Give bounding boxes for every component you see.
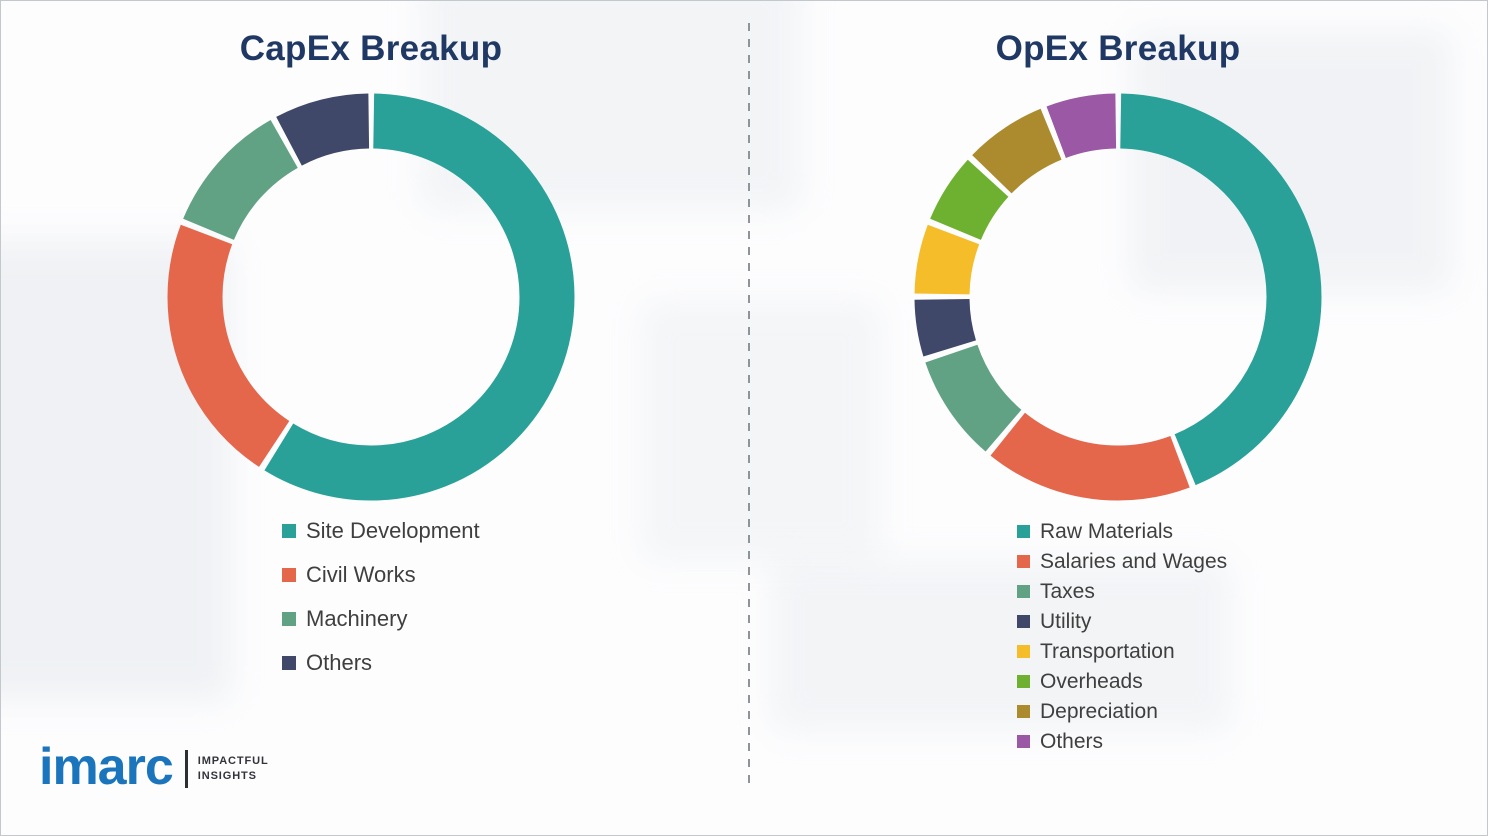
legend-item: Others: [1017, 726, 1227, 756]
imarc-logo-tagline: IMPACTFUL INSIGHTS: [198, 754, 269, 784]
legend-item: Raw Materials: [1017, 516, 1227, 546]
legend-label: Overheads: [1040, 669, 1143, 693]
panel-divider: [748, 23, 750, 791]
legend-label: Taxes: [1040, 579, 1095, 603]
background-watermark: [641, 301, 881, 561]
legend-label: Utility: [1040, 609, 1092, 633]
legend-item: Transportation: [1017, 636, 1227, 666]
legend-swatch: [1017, 614, 1030, 628]
legend-swatch: [1017, 704, 1030, 718]
opex-donut-chart: [914, 93, 1322, 501]
legend-swatch: [282, 612, 296, 626]
legend-label: Salaries and Wages: [1040, 549, 1228, 573]
donut-segment-salaries-and-wages: [914, 93, 1322, 501]
legend-label: Transportation: [1040, 639, 1175, 663]
legend-item: Depreciation: [1017, 696, 1227, 726]
legend-swatch: [1017, 584, 1030, 598]
legend-swatch: [1017, 554, 1030, 568]
opex-title: OpEx Breakup: [995, 29, 1241, 68]
donut-segment-civil-works: [167, 93, 575, 501]
legend-item: Civil Works: [282, 553, 480, 597]
imarc-tagline-line2: INSIGHTS: [197, 770, 257, 782]
imarc-logo-text: imarc: [39, 738, 174, 796]
capex-legend: Site Development Civil Works Machinery Othe…: [282, 509, 480, 685]
legend-item: Salaries and Wages: [1017, 546, 1227, 576]
legend-item: Overheads: [1017, 666, 1227, 696]
legend-swatch: [1017, 734, 1030, 748]
legend-item: Machinery: [282, 597, 480, 641]
donut-segment-site-development: [167, 93, 575, 501]
legend-label: Site Development: [306, 518, 480, 543]
legend-swatch: [282, 568, 296, 582]
capex-title: CapEx Breakup: [239, 29, 503, 68]
legend-swatch: [1017, 674, 1030, 688]
legend-item: Others: [282, 641, 480, 685]
legend-label: Civil Works: [306, 562, 416, 587]
imarc-logo: imarc IMPACTFUL INSIGHTS: [39, 741, 269, 793]
legend-label: Machinery: [306, 606, 408, 631]
legend-label: Others: [1040, 729, 1104, 753]
legend-label: Raw Materials: [1040, 519, 1174, 543]
legend-swatch: [1017, 644, 1030, 658]
legend-swatch: [1017, 524, 1030, 538]
donut-segment-raw-materials: [914, 93, 1322, 501]
legend-label: Others: [306, 650, 373, 675]
imarc-tagline-line1: IMPACTFUL: [197, 755, 269, 768]
legend-swatch: [282, 656, 296, 670]
imarc-logo-divider: [184, 750, 188, 788]
capex-donut-chart: [167, 93, 575, 501]
background-watermark: [771, 561, 1231, 731]
legend-swatch: [282, 524, 296, 538]
legend-item: Taxes: [1017, 576, 1227, 606]
opex-legend: Raw Materials Salaries and Wages Taxes Util…: [1017, 516, 1227, 756]
legend-item: Utility: [1017, 606, 1227, 636]
legend-item: Site Development: [282, 509, 480, 553]
legend-label: Depreciation: [1040, 699, 1158, 723]
